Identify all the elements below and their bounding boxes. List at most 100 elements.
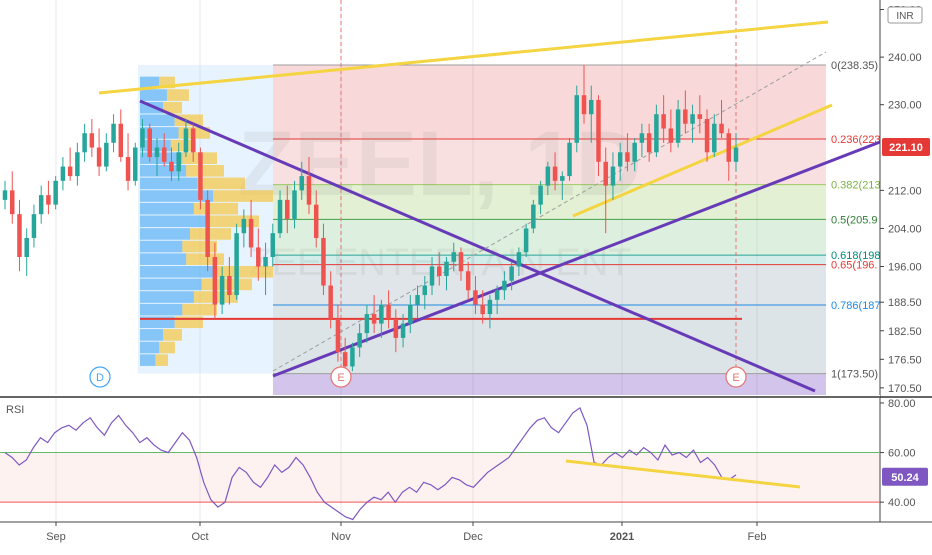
- candle-body: [509, 266, 514, 281]
- time-tick-label: 2021: [610, 531, 634, 543]
- candle-body: [465, 271, 471, 291]
- event-marker-label: E: [732, 372, 739, 384]
- price-tick-label: 212.00: [888, 185, 922, 197]
- candle-body: [198, 152, 203, 200]
- candle-body: [581, 95, 587, 115]
- candle-body: [46, 195, 51, 205]
- time-tick-label: Nov: [331, 531, 351, 543]
- trendline-upper: [98, 20, 829, 95]
- fib-zone: [273, 64, 826, 139]
- volume-profile-bar-up: [140, 164, 187, 177]
- currency-box: [887, 6, 923, 24]
- candle-body: [2, 190, 8, 200]
- time-tick-label: Sep: [46, 531, 66, 543]
- volume-profile-bar-up: [140, 114, 175, 127]
- candle-body: [516, 252, 522, 267]
- event-marker-circle: [89, 366, 111, 388]
- candle-body: [154, 147, 160, 158]
- volume-profile-bar-up: [140, 265, 214, 278]
- candle-body: [574, 95, 580, 143]
- event-marker-circle: [725, 366, 747, 388]
- candle-body: [661, 114, 666, 129]
- time-tick-label: Oct: [191, 531, 208, 543]
- volume-profile-bar-up: [140, 228, 191, 240]
- candle-body: [24, 237, 29, 257]
- watermark: ZEEL, 1D: [238, 113, 642, 215]
- volume-profile-bar-down: [186, 164, 224, 177]
- candle-body: [632, 142, 637, 162]
- candle-body: [690, 114, 695, 124]
- candle-body: [9, 190, 15, 215]
- volume-profile-bar-up: [140, 341, 160, 354]
- volume-profile-bar-down: [186, 253, 224, 265]
- volume-profile-bar-up: [140, 329, 164, 341]
- candle-body: [364, 314, 370, 334]
- candle-body: [60, 166, 66, 181]
- volume-profile-bar-up: [140, 354, 156, 366]
- candle-body: [328, 285, 333, 319]
- rsi-tick-label: 60.00: [888, 448, 916, 460]
- rsi-tick-label: 80.00: [888, 398, 916, 410]
- candle-body: [429, 266, 435, 286]
- candle-body: [357, 333, 362, 348]
- volume-profile-bar-up: [140, 303, 183, 316]
- candle-body: [176, 152, 181, 172]
- volume-profile-bar-down: [213, 265, 273, 278]
- candle-body: [712, 123, 717, 153]
- volume-profile-bar-up: [140, 215, 206, 228]
- price-tick-label: 204.00: [888, 223, 922, 235]
- rsi-title: RSI: [6, 404, 24, 416]
- trendline-up: [272, 140, 881, 378]
- candle-body: [234, 233, 239, 296]
- candle-body: [733, 147, 739, 162]
- candle-body: [675, 109, 681, 143]
- candle-body: [75, 152, 80, 177]
- candle-body: [321, 237, 326, 286]
- time-tick-label: Feb: [748, 531, 767, 543]
- candle-body: [400, 323, 406, 338]
- rsi-value-badge: [882, 467, 928, 486]
- fib-label: 0.382(213: [831, 180, 881, 192]
- volume-profile-bar-up: [140, 127, 179, 139]
- candle-body: [531, 204, 536, 229]
- candle-body: [169, 161, 174, 172]
- volume-profile-bar-down: [155, 354, 168, 366]
- price-axis-background: [880, 0, 932, 550]
- price-tick-label: 170.50: [888, 383, 922, 395]
- volume-profile-bar-up: [140, 76, 160, 89]
- price-tick-label: 196.00: [888, 262, 922, 274]
- candle-body: [646, 133, 652, 153]
- volume-profile-bar-down: [174, 316, 203, 329]
- volume-profile-bar-down: [163, 101, 182, 114]
- candle-body: [639, 133, 645, 143]
- time-tick-label: Dec: [463, 531, 483, 543]
- rsi-value-label: 50.24: [891, 472, 919, 484]
- candle-body: [285, 199, 290, 219]
- volume-profile-bar-up: [140, 316, 175, 329]
- candle-body: [17, 214, 22, 257]
- candle-body: [552, 166, 558, 181]
- fib-label: 0.618(198: [831, 250, 881, 262]
- volume-profile-bar-up: [140, 152, 183, 164]
- candle-body: [451, 252, 456, 262]
- fib-label: 0.236(223: [831, 134, 881, 146]
- candle-body: [104, 142, 109, 167]
- price-tick-label: 240.00: [888, 52, 922, 64]
- price-tick-label: 230.00: [888, 100, 922, 112]
- fib-label: 1(173.50): [831, 369, 878, 381]
- candle-body: [704, 118, 710, 153]
- volume-profile-bar-down: [166, 89, 189, 101]
- candle-body: [96, 147, 102, 167]
- candle-body: [617, 152, 623, 167]
- candle-body: [111, 123, 116, 143]
- volume-profile-bar-up: [140, 278, 202, 291]
- candle-body: [147, 128, 153, 158]
- event-marker-label: D: [96, 372, 104, 384]
- candle-body: [487, 299, 493, 315]
- volume-profile-bar-down: [201, 278, 252, 291]
- candle-body: [494, 290, 500, 300]
- candle-body: [190, 128, 196, 153]
- volume-profile-bar-up: [140, 177, 198, 190]
